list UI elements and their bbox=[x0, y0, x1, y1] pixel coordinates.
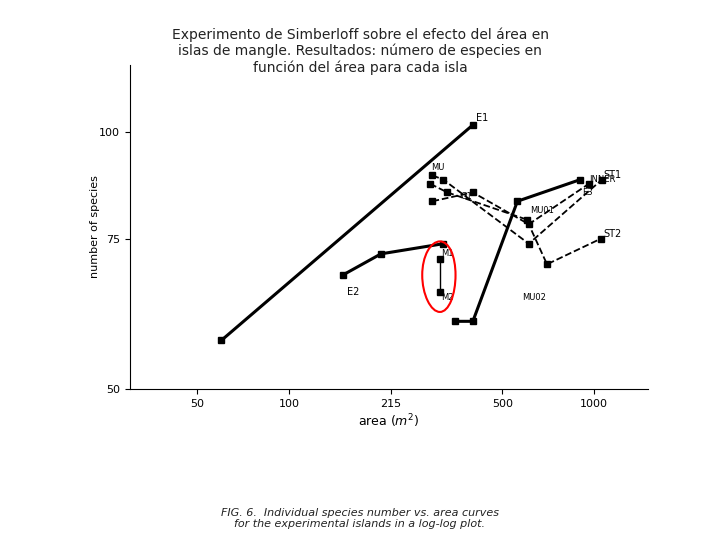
Text: E2: E2 bbox=[347, 287, 359, 296]
Text: ST1: ST1 bbox=[603, 171, 621, 180]
Y-axis label: number of species: number of species bbox=[90, 176, 99, 278]
Text: MU01: MU01 bbox=[530, 206, 554, 215]
Text: ST2: ST2 bbox=[603, 229, 621, 239]
X-axis label: area ($m^2$): area ($m^2$) bbox=[358, 413, 420, 430]
Text: MU02: MU02 bbox=[522, 293, 546, 302]
Text: E1: E1 bbox=[476, 113, 488, 123]
Text: M2: M2 bbox=[441, 293, 454, 302]
Text: FIG. 6.  Individual species number vs. area curves
for the experimental islands : FIG. 6. Individual species number vs. ar… bbox=[221, 508, 499, 529]
Text: E3: E3 bbox=[582, 188, 593, 197]
Text: INNER: INNER bbox=[590, 175, 616, 184]
Text: M1: M1 bbox=[441, 249, 454, 258]
Text: Experimento de Simberloff sobre el efecto del área en
islas de mangle. Resultado: Experimento de Simberloff sobre el efect… bbox=[171, 27, 549, 75]
Text: G1: G1 bbox=[461, 192, 472, 201]
Text: MU: MU bbox=[431, 163, 445, 172]
